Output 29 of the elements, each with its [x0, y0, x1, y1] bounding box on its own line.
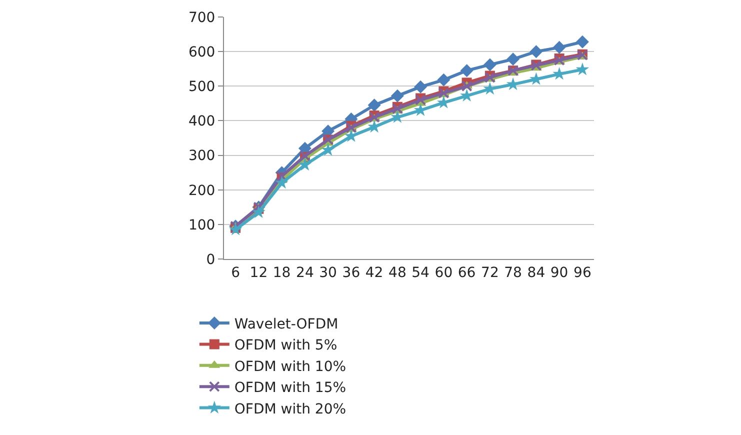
x-tick-label: 18 — [272, 264, 291, 281]
y-tick-label: 100 — [188, 217, 216, 234]
y-tick-label: 200 — [188, 182, 216, 199]
x-tick-label: 90 — [550, 264, 568, 281]
y-tick-label: 300 — [188, 148, 216, 164]
legend-label: OFDM with 10% — [234, 358, 346, 375]
x-tick-label: 66 — [458, 264, 476, 281]
x-tick-label: 24 — [296, 264, 314, 281]
x-tick-label: 42 — [365, 264, 384, 281]
x-tick-label: 48 — [388, 264, 406, 281]
x-tick-label: 6 — [231, 264, 240, 281]
y-tick-label: 0 — [206, 252, 216, 268]
y-tick-label: 400 — [188, 114, 216, 130]
legend-label: Wavelet-OFDM — [234, 316, 338, 332]
x-tick-label: 60 — [434, 264, 453, 281]
x-tick-label: 30 — [319, 264, 337, 281]
x-tick-label: 72 — [481, 264, 499, 281]
x-tick-label: 36 — [342, 264, 360, 281]
x-tick-label: 96 — [574, 264, 592, 281]
legend-label: OFDM with 15% — [234, 380, 346, 396]
x-tick-label: 84 — [527, 264, 546, 281]
x-tick-label: 54 — [412, 264, 430, 281]
legend-label: OFDM with 5% — [234, 338, 338, 354]
legend-label: OFDM with 20% — [234, 401, 346, 418]
y-tick-label: 500 — [188, 79, 216, 96]
x-tick-label: 78 — [504, 264, 522, 281]
x-tick-label: 12 — [250, 264, 268, 281]
y-tick-label: 600 — [188, 44, 216, 60]
y-tick-label: 700 — [188, 10, 216, 26]
